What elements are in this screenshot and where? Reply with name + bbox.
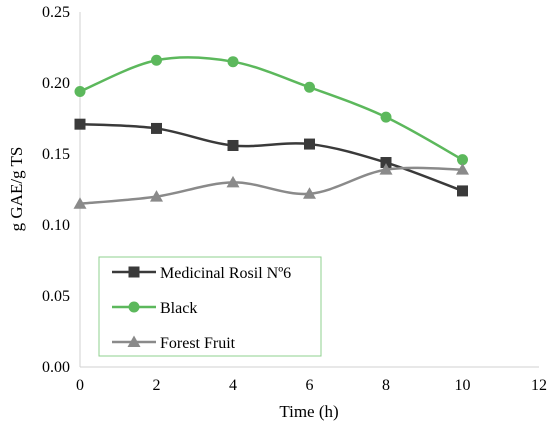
y-tick-label: 0.00 [42,359,70,376]
data-point [73,197,87,209]
y-tick-labels: 0.00 0.05 0.10 0.15 0.20 0.25 [42,4,70,376]
legend: Medicinal Rosil Nº6 Black Forest Fruit [98,256,322,357]
data-point [74,118,86,130]
data-point [151,122,162,134]
y-tick-label: 0.10 [42,217,70,234]
legend-label: Black [160,300,197,317]
data-point [457,154,468,166]
x-axis-title: Time (h) [279,402,338,421]
series-line-black [79,56,464,161]
series-forest-fruit [73,163,469,209]
data-point [457,185,468,197]
data-point [227,56,239,68]
axes [79,12,539,368]
data-point [379,163,393,175]
series-line-medicinal-rosil [79,122,463,193]
data-point [456,163,469,175]
data-point [304,138,315,150]
legend-swatch-marker [128,266,140,278]
y-tick-label: 0.15 [42,146,70,163]
x-tick-label: 4 [229,377,237,394]
y-tick-label: 0.20 [42,75,70,92]
data-point [74,86,86,98]
x-tick-label: 0 [76,377,84,394]
y-tick-label: 0.05 [42,288,70,305]
data-point [304,81,315,93]
data-point [380,111,392,123]
x-tick-label: 8 [382,377,390,394]
data-point [380,157,392,169]
x-tick-labels: 0 2 4 6 8 10 12 [76,377,547,394]
data-point [151,54,162,66]
data-point [227,139,239,151]
series-medicinal-rosil [74,118,468,197]
x-tick-label: 12 [531,377,547,394]
legend-box [98,256,322,357]
data-point [303,187,316,199]
y-axis-title: g GAE/g TS [7,147,26,232]
legend-label: Medicinal Rosil Nº6 [160,265,291,282]
legend-swatch-marker [127,335,141,347]
x-tick-label: 6 [306,377,314,394]
x-tick-label: 2 [153,377,161,394]
series-layer [73,54,469,209]
series-line-forest-fruit [79,166,463,205]
data-point [150,190,163,202]
legend-swatch-marker [128,301,140,313]
data-point [226,175,240,188]
legend-label: Forest Fruit [160,335,236,352]
x-tick-label: 10 [455,377,471,394]
y-tick-label: 0.25 [42,4,70,21]
series-black [74,54,468,166]
